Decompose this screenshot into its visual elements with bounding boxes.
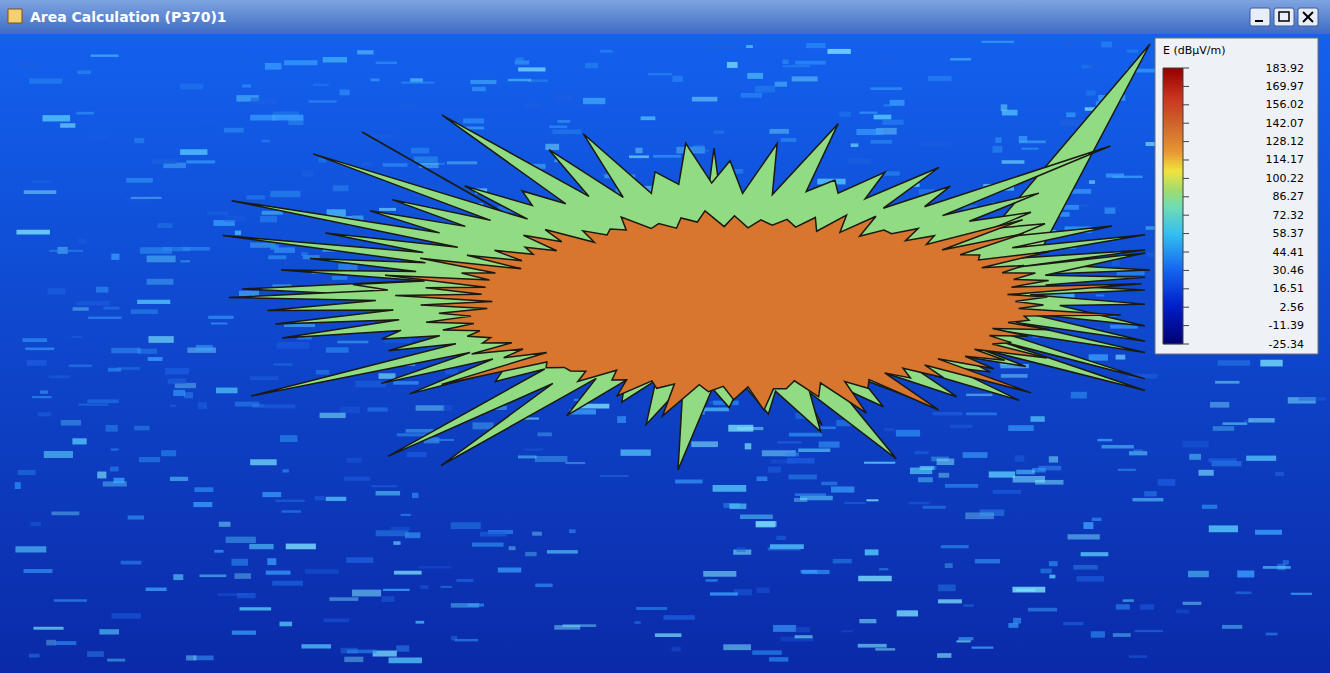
svg-text:86.27: 86.27 (1273, 190, 1305, 203)
svg-text:156.02: 156.02 (1266, 98, 1305, 111)
svg-text:58.37: 58.37 (1273, 227, 1305, 240)
svg-text:30.46: 30.46 (1273, 264, 1305, 277)
svg-text:Area Calculation (P370)1: Area Calculation (P370)1 (30, 9, 227, 25)
svg-text:-25.34: -25.34 (1269, 338, 1304, 351)
svg-text:E (dBµV/m): E (dBµV/m) (1163, 44, 1226, 57)
svg-text:183.92: 183.92 (1266, 62, 1305, 75)
svg-text:100.22: 100.22 (1266, 172, 1305, 185)
svg-text:44.41: 44.41 (1273, 246, 1305, 259)
svg-text:128.12: 128.12 (1266, 135, 1305, 148)
svg-text:2.56: 2.56 (1280, 301, 1305, 314)
svg-text:-11.39: -11.39 (1269, 319, 1304, 332)
svg-text:142.07: 142.07 (1266, 117, 1305, 130)
svg-text:114.17: 114.17 (1266, 153, 1305, 166)
svg-text:169.97: 169.97 (1266, 80, 1305, 93)
svg-text:16.51: 16.51 (1273, 282, 1305, 295)
svg-text:72.32: 72.32 (1273, 209, 1305, 222)
